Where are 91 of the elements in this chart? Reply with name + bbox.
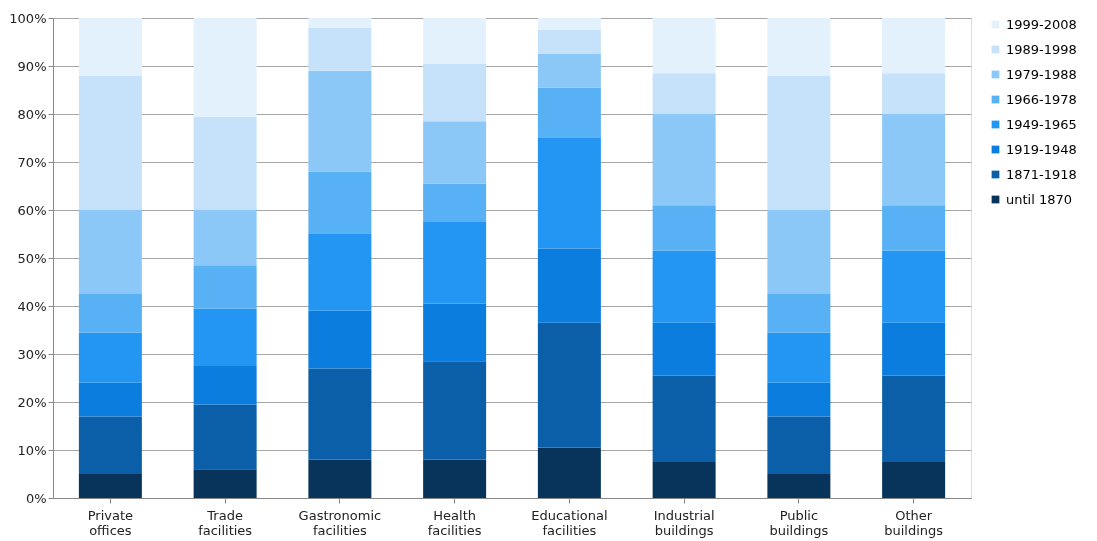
bar <box>652 114 716 206</box>
legend-label: 1979-1988 <box>1006 66 1077 82</box>
bar <box>78 18 142 76</box>
bar <box>537 138 601 249</box>
legend-label: 1989-1998 <box>1006 41 1077 57</box>
y-tick-label: 60% <box>17 202 47 218</box>
bar <box>537 447 601 498</box>
bar <box>882 205 946 251</box>
bar <box>537 322 601 448</box>
bar <box>537 54 601 88</box>
bar <box>423 183 487 222</box>
bar <box>537 87 601 138</box>
x-tick-label: Industrial buildings <box>653 507 715 538</box>
bar <box>652 322 716 376</box>
bar <box>193 366 257 405</box>
bar <box>882 322 946 376</box>
bar <box>308 234 372 311</box>
y-tick-label: 90% <box>17 58 47 74</box>
bar <box>308 459 372 498</box>
bar <box>537 18 601 30</box>
bar <box>423 222 487 304</box>
bar <box>652 73 716 114</box>
bar <box>882 375 946 462</box>
bar <box>308 70 372 172</box>
bar <box>423 63 487 122</box>
bar <box>767 18 831 76</box>
bar <box>193 265 257 309</box>
bar <box>882 462 946 498</box>
bar <box>423 459 487 498</box>
legend-label: 1966-1978 <box>1006 91 1077 107</box>
bar <box>78 382 142 417</box>
bar <box>652 375 716 462</box>
y-tick-label: 20% <box>17 394 47 410</box>
y-tick-label: 0% <box>25 490 47 506</box>
bar <box>193 308 257 366</box>
bar <box>193 18 257 117</box>
bar <box>78 416 142 474</box>
legend-label: 1999-2008 <box>1006 16 1077 32</box>
bar <box>423 361 487 460</box>
y-tick-label: 80% <box>17 106 47 122</box>
bar <box>78 210 142 294</box>
bar <box>652 205 716 251</box>
bar <box>193 210 257 266</box>
bar <box>193 469 257 498</box>
x-tick-label: Other buildings <box>884 507 944 538</box>
bar <box>193 116 257 210</box>
x-tick-label: Educational facilities <box>531 507 608 538</box>
bar <box>537 30 601 54</box>
x-tick-label: Gastronomic facilities <box>298 507 382 538</box>
bar <box>537 248 601 323</box>
x-tick-label: Trade facilities <box>198 507 253 538</box>
y-tick-label: 70% <box>17 154 47 170</box>
y-tick-label: 10% <box>17 442 47 458</box>
legend-label: 1949-1965 <box>1006 116 1077 132</box>
x-tick-label: Public buildings <box>769 507 829 538</box>
bar <box>767 382 831 417</box>
bar <box>882 114 946 206</box>
x-tick-label: Health facilities <box>427 507 482 538</box>
bar <box>78 332 142 383</box>
bar <box>767 75 831 210</box>
y-tick-label: 100% <box>9 10 47 26</box>
bar <box>652 462 716 498</box>
x-tick-label: Private offices <box>87 507 134 538</box>
legend-label: 1871-1918 <box>1006 166 1077 182</box>
bar <box>423 18 487 64</box>
bar <box>767 332 831 383</box>
bar <box>308 368 372 460</box>
y-tick-label: 50% <box>17 250 47 266</box>
y-tick-label: 40% <box>17 298 47 314</box>
bar <box>308 18 372 28</box>
legend-label: 1919-1948 <box>1006 141 1077 157</box>
bar <box>767 416 831 474</box>
bar <box>423 121 487 184</box>
bar <box>423 303 487 362</box>
bar <box>193 404 257 470</box>
bar <box>652 18 716 74</box>
bar <box>78 294 142 333</box>
bar <box>882 18 946 74</box>
bar <box>78 75 142 210</box>
bar <box>767 210 831 294</box>
bar <box>78 474 142 498</box>
bar <box>882 250 946 323</box>
bar <box>308 171 372 234</box>
bar <box>308 310 372 369</box>
bar <box>882 73 946 114</box>
legend-label: until 1870 <box>1006 191 1073 207</box>
y-tick-label: 30% <box>17 346 47 362</box>
bar <box>652 250 716 323</box>
bar <box>308 27 372 71</box>
bar <box>767 294 831 333</box>
bar <box>767 474 831 498</box>
